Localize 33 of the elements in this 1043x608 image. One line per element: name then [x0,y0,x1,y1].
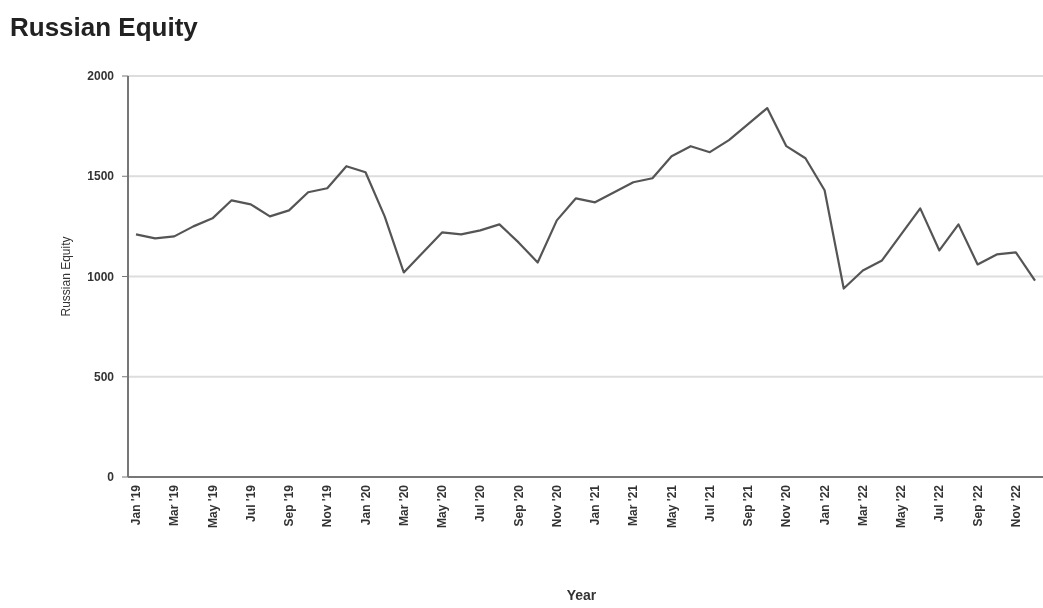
x-tick-label: Jan '22 [817,484,832,526]
x-tick-label: Sep '22 [970,484,985,527]
x-tick-label: Mar '19 [167,484,182,526]
x-tick-label: Nov '19 [320,484,335,528]
x-tick-label: Jul '22 [932,484,947,522]
x-tick-label: May '21 [664,484,679,528]
chart-title: Russian Equity [10,12,199,42]
x-tick-label: May '19 [205,484,220,528]
x-tick-label: Jan '19 [129,484,143,526]
x-tick-label: Jan '20 [358,484,373,526]
x-tick-label: Sep '20 [511,484,526,527]
x-tick-label: Jan '21 [588,484,603,526]
x-tick-label: Mar '22 [855,484,870,526]
y-tick-label: 0 [107,470,115,485]
x-tick-label: Sep '21 [741,484,756,527]
y-axis-title: Russian Equity [59,236,73,317]
y-tick-label: 2000 [87,69,115,84]
x-tick-label: Mar '21 [626,484,641,526]
x-tick-label: May '22 [894,484,909,528]
x-tick-label: Nov '20 [549,484,564,528]
line-series [134,106,1037,290]
x-tick-label: Jul '19 [243,484,258,522]
x-tick-label: Nov '20 [779,484,794,528]
x-tick-label: Nov '22 [1008,484,1023,528]
x-tick-label: Sep '19 [282,484,297,527]
x-tick-label: Mar '20 [396,484,411,526]
y-tick-label: 500 [93,369,115,384]
x-axis-title: Year [566,587,597,603]
x-tick-label: Jul '20 [473,484,488,522]
x-tick-label: May '20 [435,484,450,528]
x-tick-label: Jul '21 [702,484,717,522]
y-tick-label: 1000 [87,269,115,284]
y-tick-label: 1500 [87,169,115,184]
